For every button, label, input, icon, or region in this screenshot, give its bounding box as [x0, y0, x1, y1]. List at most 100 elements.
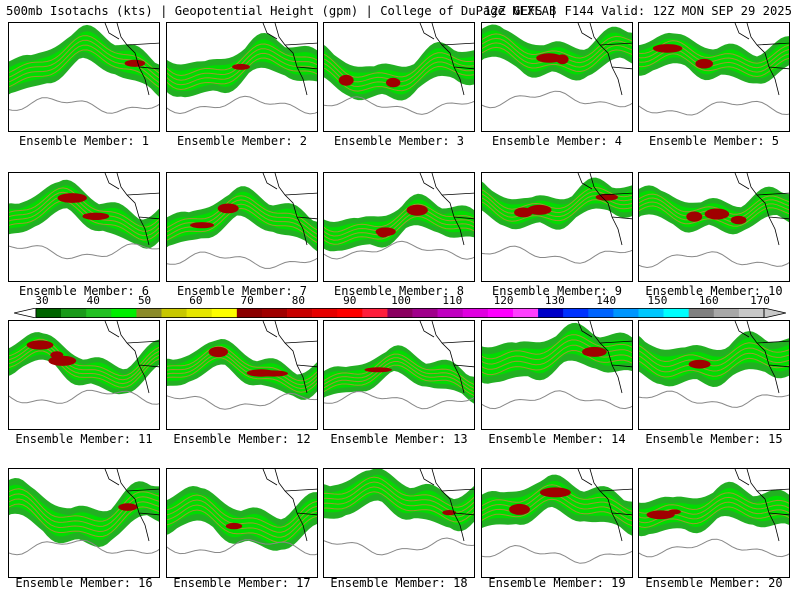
jet-maximum	[652, 44, 683, 53]
height-contour	[167, 509, 317, 543]
jet-stream-band	[9, 24, 159, 97]
ensemble-member-map	[323, 22, 475, 132]
jet-core-band	[167, 344, 317, 395]
jet-maximum	[595, 193, 618, 201]
coastline-borders	[262, 23, 317, 96]
colorbar-swatch	[387, 308, 413, 318]
height-contour	[639, 342, 789, 363]
colorbar-tick-label: 30	[35, 294, 49, 307]
jet-maximum	[82, 212, 110, 220]
height-contour	[482, 498, 632, 527]
ensemble-member-map	[323, 320, 475, 430]
panel-map	[324, 321, 474, 410]
height-contour	[9, 498, 159, 533]
coastline-borders	[577, 23, 632, 96]
coastline-borders	[262, 173, 317, 246]
colorbar-tick-label: 150	[647, 294, 668, 307]
height-contour	[639, 492, 789, 514]
colorbar-tick-label: 130	[544, 294, 565, 307]
jet-maximum	[668, 509, 681, 515]
coastline-borders	[262, 469, 317, 542]
colorbar-swatch	[588, 308, 614, 318]
geopotential-contour	[639, 251, 789, 269]
coastline-borders	[419, 321, 474, 394]
height-contour	[167, 207, 317, 244]
colorbar-swatch	[211, 308, 238, 318]
jet-maximum	[118, 503, 138, 511]
panel-map	[324, 173, 474, 260]
colorbar-swatch	[161, 308, 187, 318]
height-contour	[167, 199, 317, 235]
jet-maximum	[124, 59, 146, 67]
colorbar-swatch	[738, 308, 765, 318]
height-contour	[324, 211, 474, 241]
geopotential-contour	[482, 245, 632, 264]
height-contour	[9, 49, 159, 88]
height-contour	[324, 491, 474, 523]
jet-maximum	[539, 487, 571, 498]
colorbar-swatch	[638, 308, 664, 318]
ensemble-member-map	[638, 172, 790, 282]
geopotential-contour	[9, 539, 159, 556]
height-contour	[482, 195, 632, 218]
geopotential-contour	[324, 390, 474, 410]
colorbar-swatch	[688, 308, 715, 318]
jet-maximum	[695, 58, 713, 69]
colorbar-swatch	[36, 308, 62, 318]
panel-map	[9, 469, 159, 556]
jet-stream-band	[167, 186, 317, 252]
height-contour	[9, 350, 159, 389]
panel-map	[482, 469, 632, 564]
jet-maximum	[686, 211, 703, 222]
colorbar-swatch	[186, 308, 213, 318]
height-contour	[324, 207, 474, 237]
height-contour	[167, 499, 317, 533]
height-contour	[639, 347, 789, 368]
panel-map	[167, 321, 317, 410]
ensemble-member-label: Ensemble Member: 9	[491, 284, 623, 298]
panel-map	[639, 23, 789, 116]
colorbar-swatch	[236, 308, 263, 318]
colorbar-swatch	[487, 308, 514, 318]
colorbar-tick-label: 40	[86, 294, 100, 307]
jet-maximum	[688, 359, 711, 369]
height-contour	[482, 186, 632, 210]
panel-map	[9, 23, 159, 114]
jet-maximum	[364, 367, 392, 373]
height-contour	[167, 345, 317, 382]
height-contour	[639, 205, 789, 227]
colorbar-swatch	[563, 308, 589, 318]
colorbar-swatch	[663, 308, 689, 318]
ensemble-member-label: Ensemble Member: 7	[176, 284, 308, 298]
height-contour	[9, 195, 159, 237]
height-contour	[482, 349, 632, 376]
jet-maximum	[704, 208, 730, 220]
jet-maximum	[26, 340, 54, 350]
coastline-borders	[577, 173, 632, 246]
coastline-borders	[104, 469, 159, 542]
ensemble-member-map	[638, 22, 790, 132]
jet-maximum	[338, 74, 354, 86]
panel-map	[639, 173, 789, 269]
jet-maximum	[527, 204, 552, 215]
height-contour	[167, 353, 317, 390]
height-contour	[324, 364, 474, 396]
colorbar-min-arrow	[14, 308, 37, 318]
colorbar-tick-label: 100	[391, 294, 411, 307]
ensemble-member-label: Ensemble Member: 13	[330, 432, 468, 446]
colorbar-swatch	[86, 308, 112, 318]
colorbar-swatch	[61, 308, 87, 318]
panel-map	[324, 23, 474, 115]
colorbar-swatch	[287, 308, 313, 318]
jet-maximum	[225, 522, 243, 530]
colorbar-outline	[35, 308, 765, 318]
height-contour	[9, 493, 159, 527]
jet-stream-band	[324, 345, 474, 404]
colorbar-swatch	[362, 308, 388, 318]
height-contour	[9, 488, 159, 522]
colorbar-swatch	[538, 308, 564, 318]
height-contour	[324, 486, 474, 518]
jet-core-band	[9, 185, 159, 243]
panel-map	[9, 173, 159, 260]
ensemble-member-map	[8, 172, 160, 282]
